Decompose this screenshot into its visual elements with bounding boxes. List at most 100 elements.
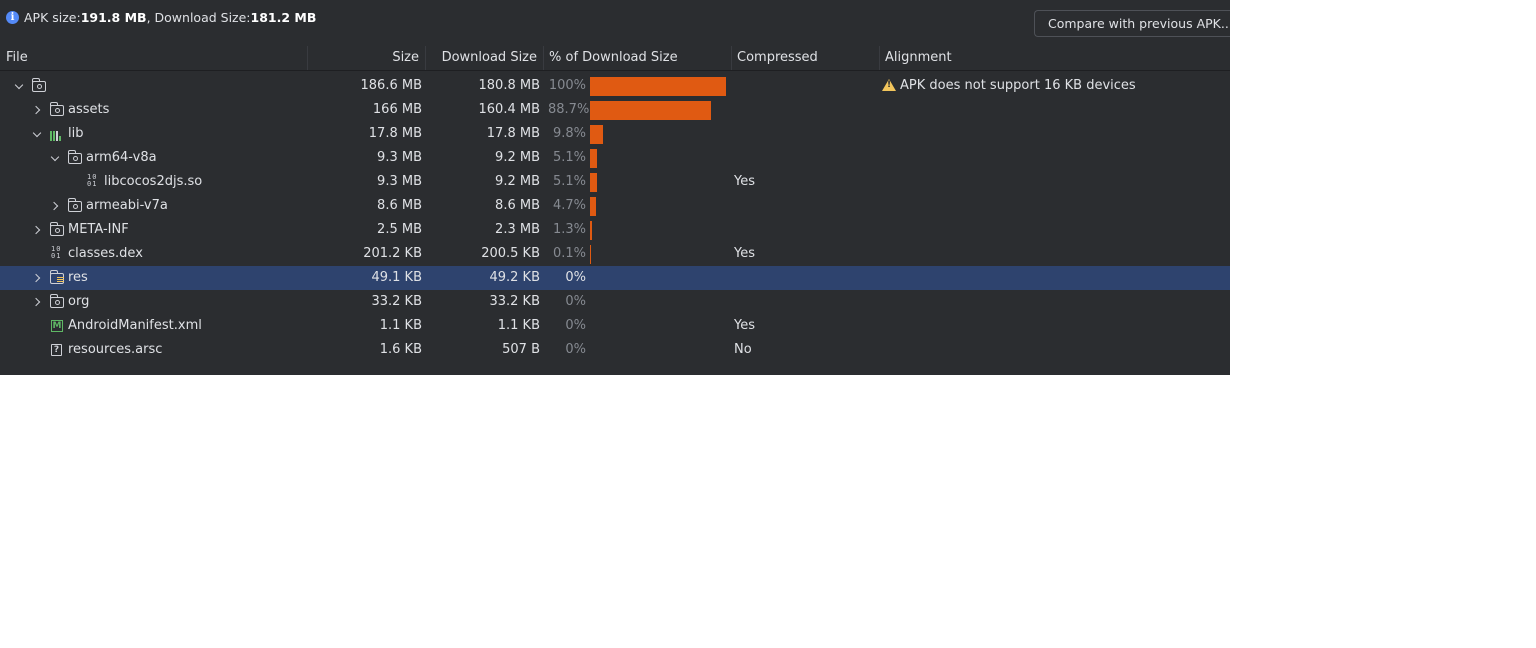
- folder-icon: [50, 294, 64, 308]
- size-value: 201.2 KB: [363, 246, 422, 261]
- apk-size-label: APK size:: [24, 9, 81, 25]
- chevron-right-icon[interactable]: [31, 266, 43, 290]
- file-name: arm64-v8a: [86, 150, 157, 165]
- column-header-compressed[interactable]: Compressed: [737, 50, 818, 65]
- column-divider[interactable]: [543, 46, 544, 70]
- resources-folder-icon: [50, 270, 64, 284]
- table-row[interactable]: META-INF 2.5 MB 2.3 MB 1.3%: [0, 218, 1230, 242]
- percent-bar: [590, 101, 711, 120]
- column-header-percent[interactable]: % of Download Size: [549, 50, 678, 65]
- table-row[interactable]: 10 01 classes.dex 201.2 KB 200.5 KB 0.1% …: [0, 242, 1230, 266]
- percent-value: 4.7%: [552, 198, 586, 213]
- unknown-file-icon: ?: [51, 344, 62, 356]
- size-value: 1.6 KB: [379, 342, 422, 357]
- size-value: 33.2 KB: [371, 294, 422, 309]
- download-size-value: 8.6 MB: [495, 198, 540, 213]
- column-header-size[interactable]: Size: [392, 50, 419, 65]
- compressed-value: No: [734, 342, 752, 357]
- download-size-value: 181.2 MB: [250, 9, 317, 25]
- size-value: 2.5 MB: [377, 222, 422, 237]
- folder-icon: [50, 222, 64, 236]
- size-value: 9.3 MB: [377, 174, 422, 189]
- column-header-download-size[interactable]: Download Size: [441, 50, 537, 65]
- file-name: res: [68, 270, 88, 285]
- file-name: AndroidManifest.xml: [68, 318, 202, 333]
- percent-value: 0%: [565, 270, 586, 285]
- download-size-value: 160.4 MB: [478, 102, 540, 117]
- folder-icon: [32, 78, 46, 92]
- download-size-value: 180.8 MB: [478, 78, 540, 93]
- download-size-label: , Download Size:: [146, 9, 251, 25]
- apk-size-value: 191.8 MB: [80, 9, 147, 25]
- file-name: libcocos2djs.so: [104, 174, 203, 189]
- table-row[interactable]: org 33.2 KB 33.2 KB 0%: [0, 290, 1230, 314]
- table-row[interactable]: 186.6 MB 180.8 MB 100% APK does not supp…: [0, 74, 1230, 98]
- folder-icon: [68, 198, 82, 212]
- chevron-down-icon[interactable]: [13, 74, 25, 98]
- compressed-value: Yes: [734, 318, 755, 333]
- table-row[interactable]: assets 166 MB 160.4 MB 88.7%: [0, 98, 1230, 122]
- compare-with-previous-apk-button[interactable]: Compare with previous APK...: [1034, 10, 1230, 37]
- table-row[interactable]: 10 01 libcocos2djs.so 9.3 MB 9.2 MB 5.1% …: [0, 170, 1230, 194]
- file-name: assets: [68, 102, 110, 117]
- download-size-value: 33.2 KB: [489, 294, 540, 309]
- percent-bar: [590, 221, 592, 240]
- chevron-down-icon[interactable]: [31, 122, 43, 146]
- download-size-value: 9.2 MB: [495, 174, 540, 189]
- percent-bar: [590, 197, 597, 216]
- percent-value: 0%: [565, 318, 586, 333]
- column-header-alignment[interactable]: Alignment: [885, 50, 952, 65]
- folder-icon: [50, 102, 64, 116]
- percent-bar: [590, 77, 726, 96]
- download-size-value: 507 B: [502, 342, 540, 357]
- percent-bar: [590, 245, 591, 264]
- apk-analyzer-panel: i APK size: 191.8 MB , Download Size: 18…: [0, 0, 1230, 375]
- table-header: File Size Download Size % of Download Si…: [0, 46, 1230, 71]
- download-size-value: 200.5 KB: [481, 246, 540, 261]
- compressed-value: Yes: [734, 174, 755, 189]
- size-value: 8.6 MB: [377, 198, 422, 213]
- folder-icon: [68, 150, 82, 164]
- size-value: 166 MB: [372, 102, 422, 117]
- file-name: resources.arsc: [68, 342, 163, 357]
- percent-value: 0%: [565, 342, 586, 357]
- percent-bar: [590, 149, 597, 168]
- manifest-file-icon: M: [51, 320, 63, 332]
- chevron-right-icon[interactable]: [31, 290, 43, 314]
- binary-file-icon: 10 01: [51, 245, 62, 260]
- table-row[interactable]: lib 17.8 MB 17.8 MB 9.8%: [0, 122, 1230, 146]
- apk-summary: i APK size: 191.8 MB , Download Size: 18…: [6, 9, 316, 25]
- file-name: lib: [68, 126, 84, 141]
- binary-file-icon: 10 01: [87, 173, 98, 188]
- chevron-right-icon[interactable]: [31, 218, 43, 242]
- table-row[interactable]: ? resources.arsc 1.6 KB 507 B 0% No: [0, 338, 1230, 362]
- alignment-warning: APK does not support 16 KB devices: [900, 78, 1136, 93]
- chevron-right-icon[interactable]: [49, 194, 61, 218]
- column-divider[interactable]: [425, 46, 426, 70]
- download-size-value: 49.2 KB: [489, 270, 540, 285]
- download-size-value: 2.3 MB: [495, 222, 540, 237]
- chevron-down-icon[interactable]: [49, 146, 61, 170]
- compressed-value: Yes: [734, 246, 755, 261]
- percent-value: 0%: [565, 294, 586, 309]
- table-row-selected[interactable]: res 49.1 KB 49.2 KB 0%: [0, 266, 1230, 290]
- file-name: META-INF: [68, 222, 129, 237]
- table-row[interactable]: arm64-v8a 9.3 MB 9.2 MB 5.1%: [0, 146, 1230, 170]
- file-name: org: [68, 294, 90, 309]
- size-value: 186.6 MB: [360, 78, 422, 93]
- percent-value: 5.1%: [552, 174, 586, 189]
- download-size-value: 1.1 KB: [497, 318, 540, 333]
- file-tree-table: 186.6 MB 180.8 MB 100% APK does not supp…: [0, 74, 1230, 362]
- warning-icon: [882, 79, 896, 91]
- column-divider[interactable]: [307, 46, 308, 70]
- column-header-file[interactable]: File: [6, 50, 28, 65]
- size-value: 1.1 KB: [379, 318, 422, 333]
- column-divider[interactable]: [731, 46, 732, 70]
- size-value: 17.8 MB: [368, 126, 422, 141]
- column-divider[interactable]: [879, 46, 880, 70]
- chevron-right-icon[interactable]: [31, 98, 43, 122]
- table-row[interactable]: M AndroidManifest.xml 1.1 KB 1.1 KB 0% Y…: [0, 314, 1230, 338]
- download-size-value: 17.8 MB: [486, 126, 540, 141]
- table-row[interactable]: armeabi-v7a 8.6 MB 8.6 MB 4.7%: [0, 194, 1230, 218]
- percent-bar: [590, 173, 597, 192]
